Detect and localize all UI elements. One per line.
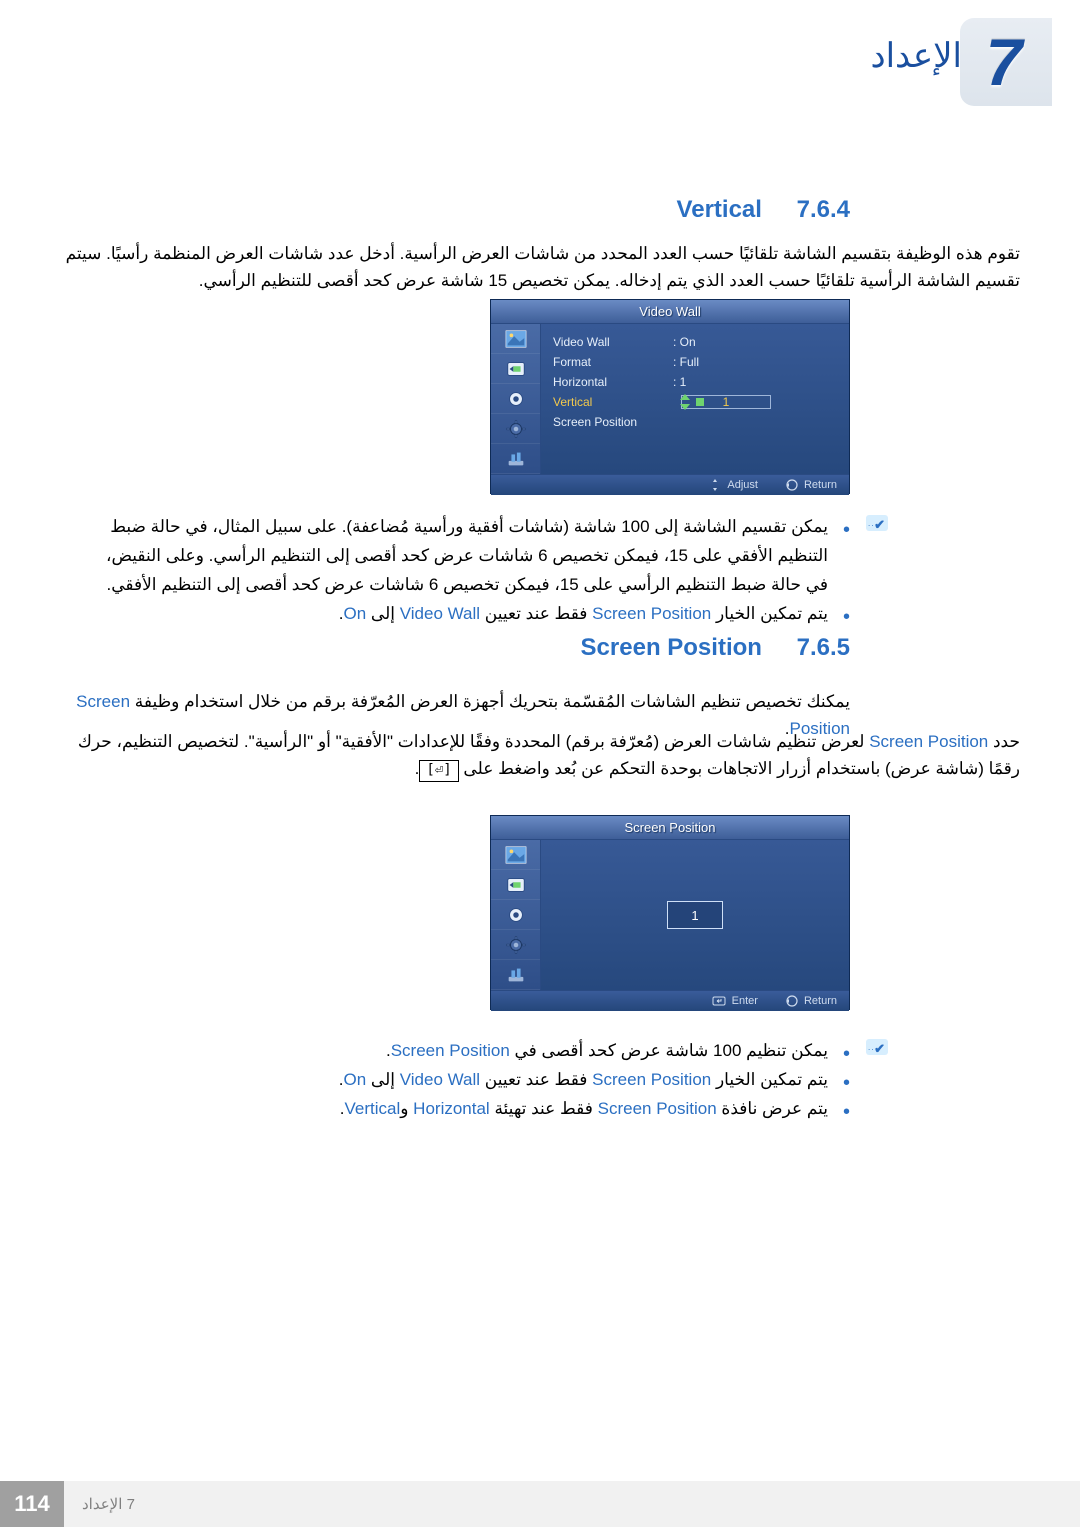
note-bullet: يتم تمكين الخيار Screen Position فقط عند…	[339, 1066, 850, 1095]
osd-title: Screen Position	[624, 820, 715, 835]
osd-label: Horizontal	[553, 375, 673, 389]
note-icon: ..✔	[862, 1039, 888, 1061]
osd-icon-target	[491, 900, 540, 930]
screen-position-desc2: حدد Screen Position لعرض تنظيم شاشات الع…	[60, 728, 1020, 782]
vertical-body: تقوم هذه الوظيفة بتقسيم الشاشة تلقائيًا …	[60, 240, 1020, 294]
osd-value: : On	[673, 335, 696, 349]
slider-down-icon	[680, 404, 690, 410]
note-bullet: يتم عرض نافذة Screen Position فقط عند ته…	[339, 1095, 850, 1124]
osd-content: Video Wall : On Format : Full Horizontal…	[541, 324, 849, 474]
osd-row-horizontal: Horizontal : 1	[553, 372, 837, 392]
return-icon	[786, 995, 798, 1007]
osd-value-highlighted: 1	[723, 395, 730, 409]
osd-label: Screen Position	[553, 415, 673, 429]
section-title: Vertical	[677, 196, 762, 223]
note-block-1: ..✔ يمكن تقسيم الشاشة إلى 100 شاشة (شاشا…	[90, 513, 850, 629]
adjust-icon	[709, 479, 721, 491]
osd-slider: 1	[681, 395, 771, 409]
enter-icon	[712, 996, 726, 1006]
osd-footer-adjust: Adjust	[709, 479, 758, 491]
osd-footer-return: Return	[786, 479, 837, 491]
osd-label: Format	[553, 355, 673, 369]
osd-icon-picture	[491, 840, 540, 870]
osd-position-box: 1	[667, 901, 723, 929]
note-icon: ..✔	[862, 515, 888, 537]
osd-titlebar: Screen Position	[491, 816, 849, 840]
section-screen-position-heading: 7.6.5 Screen Position	[60, 634, 850, 662]
osd-icon-input	[491, 870, 540, 900]
note-bullet: يتم تمكين الخيار Screen Position فقط عند…	[90, 600, 850, 629]
slider-fill	[696, 398, 704, 406]
osd-footer: Enter Return	[491, 990, 849, 1011]
section-vertical-heading: 7.6.4 Vertical	[60, 196, 850, 224]
osd-icon-tools	[491, 444, 540, 474]
osd-footer: Adjust Return	[491, 474, 849, 495]
osd-icon-input	[491, 354, 540, 384]
osd-center: 1	[541, 840, 849, 990]
osd-titlebar: Video Wall	[491, 300, 849, 324]
enter-key: [⏎]	[419, 760, 458, 782]
slider-up-icon	[680, 394, 690, 400]
osd-value: : 1	[673, 375, 686, 389]
section-number: 7.6.4	[797, 196, 850, 223]
osd-title: Video Wall	[639, 304, 700, 319]
osd-video-wall: Video Wall Video Wall : On	[490, 299, 850, 494]
osd-footer-return: Return	[786, 995, 837, 1007]
note-block-2: ..✔ يمكن تنظيم 100 شاشة عرض كحد أقصى في …	[90, 1037, 850, 1124]
osd-label: Video Wall	[553, 335, 673, 349]
osd-value: : Full	[673, 355, 699, 369]
footer-label: Return	[804, 995, 837, 1007]
note-bullet: يمكن تنظيم 100 شاشة عرض كحد أقصى في Scre…	[339, 1037, 850, 1066]
chapter-number: 7	[986, 24, 1023, 100]
osd-icon-target	[491, 384, 540, 414]
osd-icon-tools	[491, 960, 540, 990]
osd-footer-enter: Enter	[712, 995, 758, 1007]
osd-icon-gear	[491, 414, 540, 444]
footer-label: Enter	[732, 995, 758, 1007]
osd-sidebar	[491, 324, 541, 474]
osd-row-format: Format : Full	[553, 352, 837, 372]
page-number: 114	[0, 1481, 64, 1527]
note-bullet: يمكن تقسيم الشاشة إلى 100 شاشة (شاشات أف…	[90, 513, 850, 600]
osd-screen-position: Screen Position 1 Enter	[490, 815, 850, 1010]
footer-label: Adjust	[727, 479, 758, 491]
footer-label: Return	[804, 479, 837, 491]
osd-label-highlighted: Vertical	[553, 395, 673, 409]
section-title: Screen Position	[581, 634, 762, 661]
chapter-badge-container: 7	[960, 18, 1080, 106]
chapter-title: الإعداد	[870, 36, 962, 76]
section-number: 7.6.5	[797, 634, 850, 661]
osd-row-vertical: Vertical 1	[553, 392, 837, 412]
chapter-badge: 7	[960, 18, 1052, 106]
osd-row-video-wall: Video Wall : On	[553, 332, 837, 352]
page-footer: 7 الإعداد 114	[0, 1481, 1080, 1527]
osd-icon-picture	[491, 324, 540, 354]
osd-row-screen-position: Screen Position	[553, 412, 837, 432]
return-icon	[786, 479, 798, 491]
osd-sidebar	[491, 840, 541, 990]
osd-icon-gear	[491, 930, 540, 960]
footer-chapter-label: 7 الإعداد	[64, 1495, 153, 1513]
